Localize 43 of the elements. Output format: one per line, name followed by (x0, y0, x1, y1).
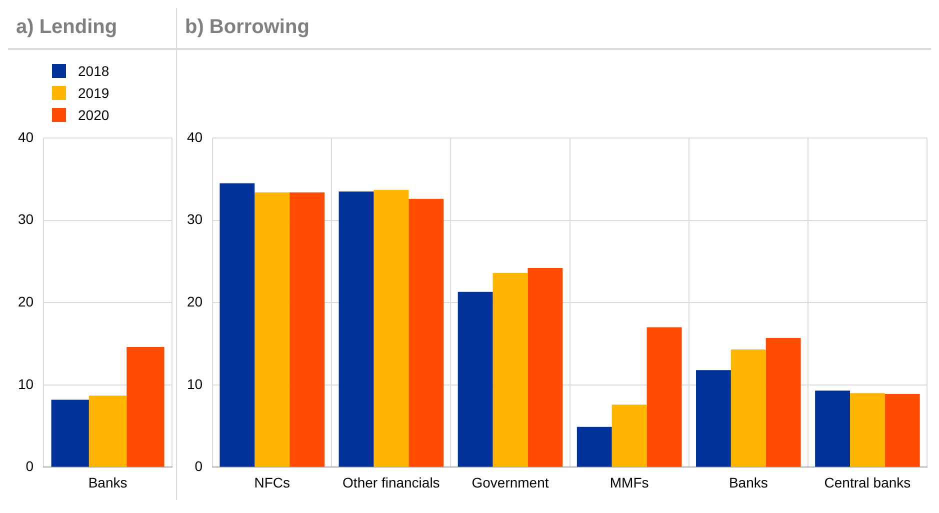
bar (576, 426, 612, 467)
y-tick-label: 10 (18, 376, 34, 392)
bar (290, 192, 324, 467)
bar (850, 393, 885, 467)
bar (220, 183, 255, 467)
bar (696, 370, 731, 467)
y-tick-label: 40 (18, 128, 34, 145)
bar (766, 338, 801, 467)
bar (492, 272, 528, 467)
chart-title: a) Lending (8, 8, 176, 50)
bar (884, 394, 920, 467)
y-tick-label: 0 (26, 458, 34, 474)
legend-label: 2020 (78, 107, 110, 123)
x-tick-label: MMFs (610, 474, 649, 490)
x-tick-label: Other financials (342, 474, 440, 490)
bar (254, 192, 290, 467)
bar (374, 190, 409, 467)
bar (815, 390, 850, 467)
x-tick-label: NFCs (254, 474, 290, 490)
bar (646, 327, 682, 467)
y-tick-label: 0 (194, 458, 203, 474)
bar (528, 268, 563, 467)
y-tick-label: 40 (186, 128, 203, 145)
x-tick-label: Banks (88, 474, 128, 490)
x-tick-label: Government (472, 474, 549, 490)
legend-label: 2019 (78, 85, 110, 101)
legend-label: 2018 (78, 63, 110, 79)
y-tick-label: 20 (18, 293, 34, 310)
bar (51, 400, 89, 467)
bar (126, 347, 164, 467)
y-tick-label: 30 (186, 211, 203, 228)
x-tick-label: Banks (728, 474, 768, 490)
bar (338, 191, 374, 467)
bar (612, 404, 647, 467)
bar (88, 396, 127, 467)
bar (408, 198, 444, 467)
x-tick-label: Central banks (824, 474, 911, 490)
bar (458, 292, 493, 467)
chart-title: b) Borrowing (177, 8, 931, 50)
y-tick-label: 30 (18, 211, 34, 228)
y-tick-label: 20 (186, 293, 203, 310)
y-tick-label: 10 (186, 376, 203, 392)
bar (730, 350, 766, 467)
